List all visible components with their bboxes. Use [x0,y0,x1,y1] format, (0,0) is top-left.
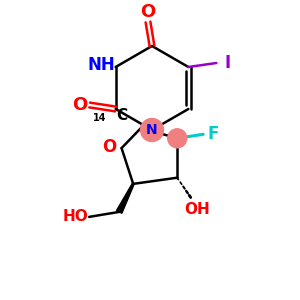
Polygon shape [140,125,152,131]
Text: O: O [140,3,156,21]
Circle shape [140,118,164,142]
Text: F: F [208,125,219,143]
Text: C: C [117,107,128,122]
Polygon shape [116,183,134,213]
Text: I: I [224,54,230,72]
Text: N: N [146,123,158,137]
Text: 14: 14 [93,113,106,123]
Text: NH: NH [88,56,116,74]
Text: O: O [102,138,117,156]
Text: O: O [72,96,87,114]
Text: HO: HO [62,209,88,224]
Circle shape [168,129,187,148]
Text: OH: OH [184,202,210,217]
